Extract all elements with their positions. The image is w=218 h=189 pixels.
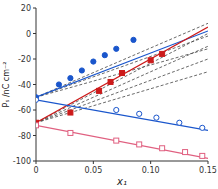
point <box>36 97 39 102</box>
point <box>200 125 205 130</box>
point <box>68 76 73 81</box>
point <box>36 123 39 128</box>
x-tick <box>208 161 209 164</box>
y-tick <box>33 135 36 136</box>
point <box>137 111 142 116</box>
y-tick-label: 0 <box>26 30 31 39</box>
y-tick <box>33 33 36 34</box>
point <box>114 138 119 143</box>
x-axis-label: x₁ <box>116 176 127 187</box>
x-axis-line <box>36 161 208 162</box>
y-tick <box>33 8 36 9</box>
fit-line <box>36 27 208 123</box>
x-tick-label: 0 <box>33 166 38 175</box>
x-tick <box>150 161 151 164</box>
point <box>160 51 165 56</box>
x-tick-label: 0.15 <box>199 166 217 175</box>
point <box>148 58 153 63</box>
dashed-line <box>36 59 208 123</box>
dashed-line <box>36 46 208 123</box>
y-tick-label: -20 <box>18 55 31 64</box>
point <box>160 146 165 151</box>
point <box>131 37 136 42</box>
y-tick-label: -80 <box>18 132 31 141</box>
y-tick <box>33 110 36 111</box>
x-tick-label: 0.10 <box>142 166 160 175</box>
y-tick <box>33 59 36 60</box>
point <box>154 115 159 120</box>
y-tick-label: -100 <box>13 157 31 166</box>
point <box>68 110 73 115</box>
point <box>91 59 96 64</box>
y-axis-label: Pₛ /nC cm⁻² <box>2 62 11 108</box>
point <box>97 88 102 93</box>
point <box>102 53 107 58</box>
y-tick <box>33 161 36 162</box>
point <box>68 130 73 135</box>
point <box>120 71 125 76</box>
plot-area <box>36 23 208 158</box>
axes: 0 0.05 0.10 0.15 20 0 -20 -40 -60 -80 -100 <box>13 4 217 175</box>
y-tick-label: -60 <box>18 106 31 115</box>
chart: 0 0.05 0.10 0.15 20 0 -20 -40 -60 -80 -100 x₁ Pₛ /nC… <box>0 0 218 189</box>
point <box>177 120 182 125</box>
point <box>200 153 205 158</box>
point <box>183 150 188 155</box>
x-tick <box>93 161 94 164</box>
point <box>114 107 119 112</box>
point <box>114 46 119 51</box>
y-tick-label: -40 <box>18 81 31 90</box>
y-tick <box>33 84 36 85</box>
x-tick-label: 0.05 <box>84 166 102 175</box>
point <box>108 79 113 84</box>
fit-line <box>36 125 208 158</box>
dashed-line <box>36 23 208 97</box>
dashed-line <box>36 36 208 97</box>
fit-line <box>36 100 208 131</box>
y-tick-label: 20 <box>21 4 31 13</box>
point <box>137 142 142 147</box>
dashed-line <box>36 49 208 97</box>
point <box>56 82 61 87</box>
dashed-line <box>36 34 208 123</box>
point <box>79 68 84 73</box>
